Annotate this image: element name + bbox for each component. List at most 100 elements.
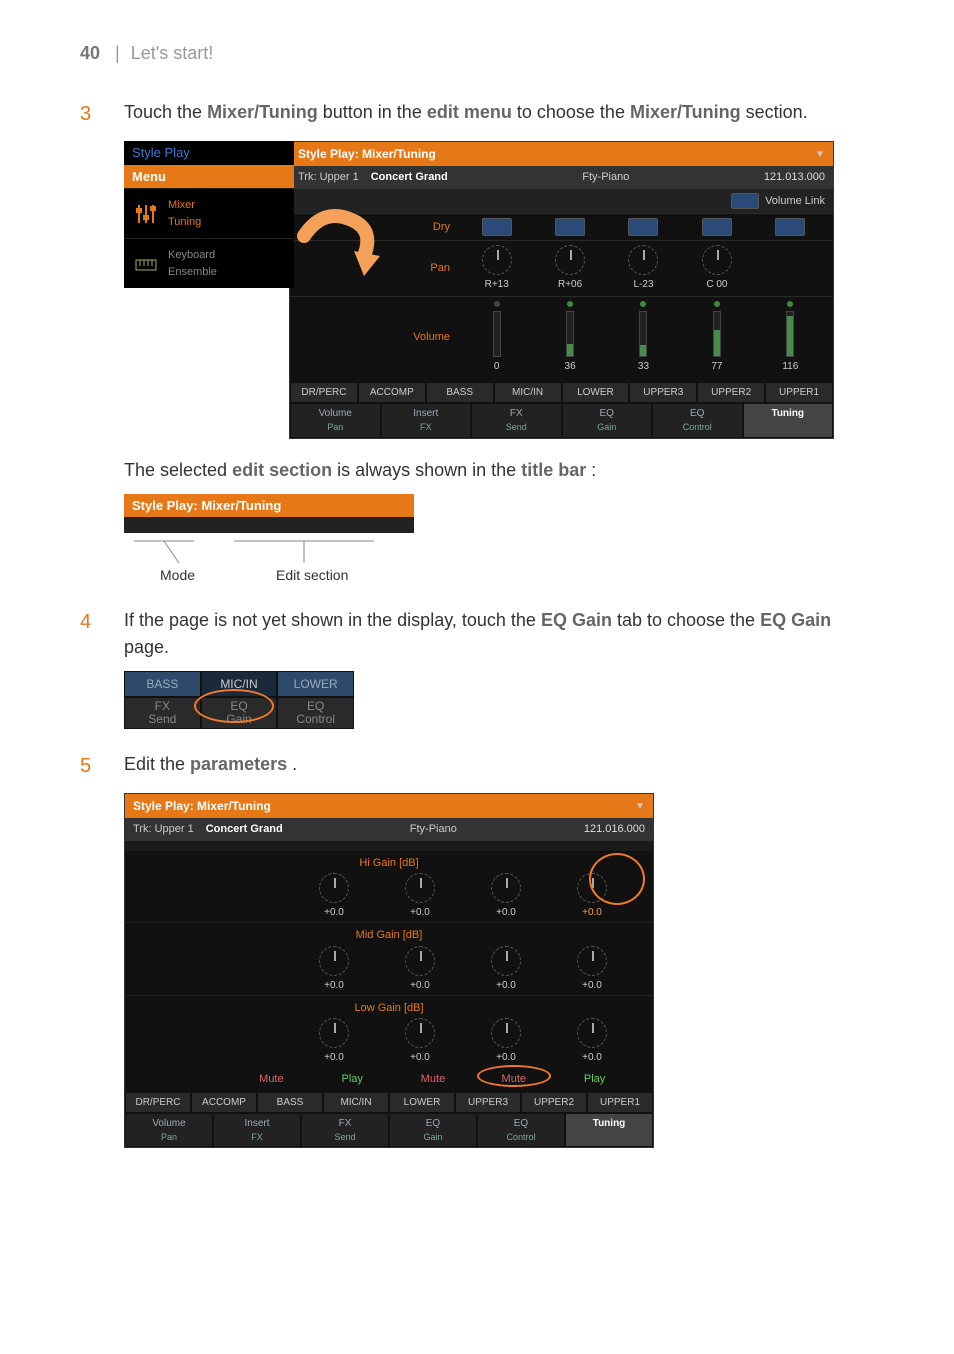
tab-eq-control[interactable]: EQControl xyxy=(477,1113,565,1148)
voice-number: 121.013.000 xyxy=(764,169,825,186)
eq-knob[interactable]: +0.0 xyxy=(377,946,463,993)
dry-button[interactable] xyxy=(628,218,658,236)
voice-name: Concert Grand xyxy=(371,169,448,186)
tab-eq-gain[interactable]: EQGain xyxy=(562,403,653,438)
volume-fader[interactable]: 77 xyxy=(682,301,751,374)
tabs-closeup: BASS MIC/IN LOWER FXSend EQGain EQContro… xyxy=(124,671,354,729)
page-tabs: VolumePan InsertFX FXSend EQGain EQContr… xyxy=(125,1113,653,1148)
menu-caret-icon[interactable]: ▼ xyxy=(815,147,825,162)
page-tabs: VolumePan InsertFX FXSend EQGain EQContr… xyxy=(290,403,833,438)
track-tab[interactable]: LOWER xyxy=(389,1092,455,1113)
track-tab[interactable]: MIC/IN xyxy=(201,671,278,697)
tab-fx-send[interactable]: FXSend xyxy=(471,403,562,438)
tab-volume-pan[interactable]: VolumePan xyxy=(125,1113,213,1148)
menu-title: Menu xyxy=(124,165,294,189)
volume-fader[interactable]: 36 xyxy=(535,301,604,374)
track-tab[interactable]: ACCOMP xyxy=(191,1092,257,1113)
volume-fader[interactable]: 33 xyxy=(609,301,678,374)
track-tab[interactable]: BASS xyxy=(124,671,201,697)
faders-icon xyxy=(132,200,160,228)
track-tab[interactable]: LOWER xyxy=(562,382,630,403)
eq-knob[interactable]: +0.0 xyxy=(463,873,549,920)
eq-knob[interactable]: +0.0 xyxy=(291,873,377,920)
track-tab[interactable]: BASS xyxy=(426,382,494,403)
dry-button[interactable] xyxy=(555,218,585,236)
menu-item-label: Keyboard Ensemble xyxy=(168,247,217,280)
menu-item-mixer-tuning[interactable]: Mixer Tuning xyxy=(124,188,294,238)
eq-knob[interactable]: +0.0 xyxy=(463,1018,549,1065)
eq-knob[interactable]: +0.0 xyxy=(291,946,377,993)
tab-fx-send[interactable]: FXSend xyxy=(124,697,201,729)
track-tab[interactable]: MIC/IN xyxy=(494,382,562,403)
track-tabs: DR/PERC ACCOMP BASS MIC/IN LOWER UPPER3 … xyxy=(125,1092,653,1113)
dry-button[interactable] xyxy=(775,218,805,236)
track-label: Trk: Upper 1 xyxy=(133,821,194,838)
volume-link-toggle[interactable] xyxy=(731,193,759,209)
eq-knob[interactable]: +0.0 xyxy=(549,946,635,993)
play-button[interactable]: Play xyxy=(554,1071,635,1088)
volume-fader[interactable]: 0 xyxy=(462,301,531,374)
track-tab[interactable]: BASS xyxy=(257,1092,323,1113)
eq-knob[interactable]: +0.0 xyxy=(549,1018,635,1065)
tab-eq-gain[interactable]: EQGain xyxy=(389,1113,477,1148)
mute-button[interactable]: Mute xyxy=(473,1071,554,1088)
low-gain-label: Low Gain [dB] xyxy=(125,995,653,1017)
menu-item-label: Mixer Tuning xyxy=(168,197,201,230)
step-4: 4 If the page is not yet shown in the di… xyxy=(80,607,874,661)
track-tab[interactable]: MIC/IN xyxy=(323,1092,389,1113)
track-tab[interactable]: UPPER3 xyxy=(629,382,697,403)
track-tab[interactable]: UPPER1 xyxy=(765,382,833,403)
mixer-title-bar: Style Play: Mixer/Tuning ▼ xyxy=(290,142,833,166)
eq-knob[interactable]: +0.0 xyxy=(377,1018,463,1065)
pan-knob[interactable]: R+13 xyxy=(462,245,531,292)
keyboard-icon xyxy=(132,250,160,278)
step-4-text: If the page is not yet shown in the disp… xyxy=(124,607,874,661)
tab-eq-control[interactable]: EQControl xyxy=(277,697,354,729)
pan-knob[interactable]: C 00 xyxy=(682,245,751,292)
dry-button[interactable] xyxy=(482,218,512,236)
dry-button[interactable] xyxy=(702,218,732,236)
track-tab[interactable]: LOWER xyxy=(277,671,354,697)
tab-insert-fx[interactable]: InsertFX xyxy=(213,1113,301,1148)
mid-gain-label: Mid Gain [dB] xyxy=(125,922,653,944)
tab-fx-send[interactable]: FXSend xyxy=(301,1113,389,1148)
step-3-note: The selected edit section is always show… xyxy=(124,457,874,484)
track-tab[interactable]: UPPER2 xyxy=(521,1092,587,1113)
play-button[interactable]: Play xyxy=(312,1071,393,1088)
voice-name: Concert Grand xyxy=(206,821,283,838)
mixer-screenshot-1: Style Play Menu Mixer Tuning Keyboard En… xyxy=(124,141,874,439)
menu-item-keyboard-ensemble[interactable]: Keyboard Ensemble xyxy=(124,238,294,288)
tab-insert-fx[interactable]: InsertFX xyxy=(381,403,472,438)
arrow-icon xyxy=(294,196,384,286)
track-tab[interactable]: UPPER1 xyxy=(587,1092,653,1113)
pan-knob[interactable]: L-23 xyxy=(609,245,678,292)
volume-fader[interactable]: 116 xyxy=(756,301,825,374)
tab-eq-gain[interactable]: EQGain xyxy=(201,697,278,729)
voice-category: Fty-Piano xyxy=(582,169,629,186)
mute-button[interactable]: Mute xyxy=(231,1071,312,1088)
eq-knob[interactable]: +0.0 xyxy=(549,873,635,920)
tab-tuning[interactable]: Tuning xyxy=(743,403,834,438)
menu-caret-icon[interactable]: ▼ xyxy=(635,799,645,814)
eq-knob[interactable]: +0.0 xyxy=(291,1018,377,1065)
hi-gain-label: Hi Gain [dB] xyxy=(125,851,653,872)
track-tab[interactable]: UPPER3 xyxy=(455,1092,521,1113)
eq-knob[interactable]: +0.0 xyxy=(463,946,549,993)
track-tab[interactable]: UPPER2 xyxy=(697,382,765,403)
step-number: 3 xyxy=(80,99,100,129)
callout-section-label: Edit section xyxy=(276,565,348,586)
tab-eq-control[interactable]: EQControl xyxy=(652,403,743,438)
header-divider: | xyxy=(115,43,120,63)
track-tabs: DR/PERC ACCOMP BASS MIC/IN LOWER UPPER3 … xyxy=(290,382,833,403)
track-tab[interactable]: ACCOMP xyxy=(358,382,426,403)
step-number: 4 xyxy=(80,607,100,661)
step-number: 5 xyxy=(80,751,100,781)
track-tab[interactable]: DR/PERC xyxy=(290,382,358,403)
tab-tuning[interactable]: Tuning xyxy=(565,1113,653,1148)
tab-volume-pan[interactable]: VolumePan xyxy=(290,403,381,438)
track-tab[interactable]: DR/PERC xyxy=(125,1092,191,1113)
mute-button[interactable]: Mute xyxy=(393,1071,474,1088)
edit-menu-label: edit menu xyxy=(427,102,512,122)
eq-knob[interactable]: +0.0 xyxy=(377,873,463,920)
pan-knob[interactable]: R+06 xyxy=(535,245,604,292)
